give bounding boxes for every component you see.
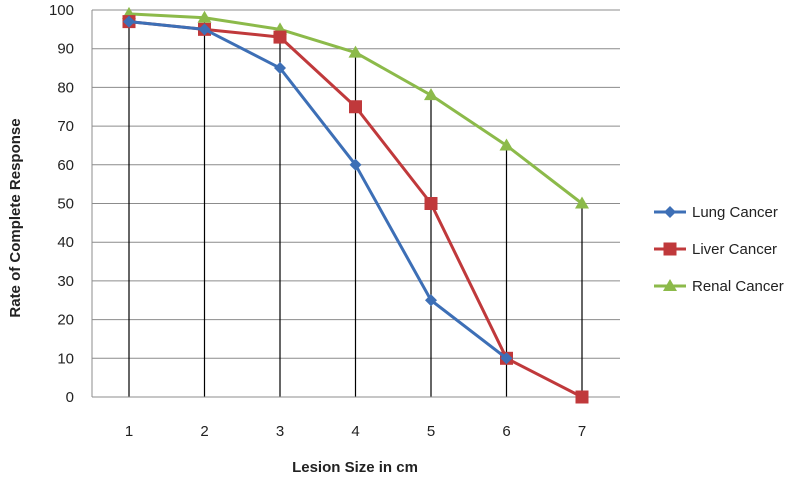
y-tick-label: 0 xyxy=(66,389,74,406)
legend-marker xyxy=(664,206,676,218)
data-point xyxy=(349,100,362,114)
y-tick-label: 50 xyxy=(57,196,74,213)
legend-label: Lung Cancer xyxy=(692,204,778,221)
x-tick-label: 5 xyxy=(427,423,435,440)
x-axis-title: Lesion Size in cm xyxy=(292,459,418,476)
legend-item: Liver Cancer xyxy=(654,241,777,258)
legend-label: Renal Cancer xyxy=(692,278,784,295)
legend-marker xyxy=(663,279,677,291)
data-point xyxy=(424,197,438,210)
x-tick-label: 4 xyxy=(351,423,359,440)
data-point xyxy=(197,10,212,23)
series-lung-cancer xyxy=(123,15,513,365)
y-tick-labels: 0 10 20 30 40 50 60 70 80 90 100 xyxy=(49,2,74,406)
legend-marker xyxy=(663,242,677,256)
data-point xyxy=(499,138,514,151)
y-tick-label: 60 xyxy=(57,157,74,174)
y-tick-label: 80 xyxy=(57,79,74,96)
y-tick-label: 10 xyxy=(57,350,74,367)
x-tick-label: 3 xyxy=(276,423,284,440)
data-point xyxy=(273,30,287,44)
axes xyxy=(91,10,620,398)
y-axis-title: Rate of Complete Response xyxy=(7,118,24,317)
series-line xyxy=(128,20,508,360)
data-point xyxy=(123,15,135,28)
data-point xyxy=(575,390,589,404)
x-tick-label: 1 xyxy=(125,423,133,440)
y-tick-label: 100 xyxy=(49,2,74,19)
drop-lines xyxy=(128,13,583,397)
y-tick-label: 70 xyxy=(57,118,74,135)
y-tick-label: 20 xyxy=(57,312,74,329)
y-tick-label: 90 xyxy=(57,41,74,58)
data-point xyxy=(424,88,438,101)
legend: Lung Cancer Liver Cancer Renal Cancer xyxy=(654,204,784,295)
data-point xyxy=(349,158,362,171)
series-group xyxy=(122,6,589,404)
data-point xyxy=(500,352,513,365)
x-tick-label: 7 xyxy=(578,423,586,440)
data-point xyxy=(198,23,211,36)
data-point xyxy=(348,45,363,58)
x-tick-label: 6 xyxy=(502,423,510,440)
y-tick-label: 40 xyxy=(57,234,74,251)
data-point xyxy=(425,294,437,307)
x-tick-label: 2 xyxy=(200,423,208,440)
data-point xyxy=(274,62,286,75)
data-point xyxy=(575,196,589,209)
legend-item: Lung Cancer xyxy=(654,204,778,221)
x-tick-labels: 1 2 3 4 5 6 7 xyxy=(125,423,586,440)
legend-label: Liver Cancer xyxy=(692,241,777,258)
legend-item: Renal Cancer xyxy=(654,278,784,295)
y-tick-label: 30 xyxy=(57,273,74,290)
